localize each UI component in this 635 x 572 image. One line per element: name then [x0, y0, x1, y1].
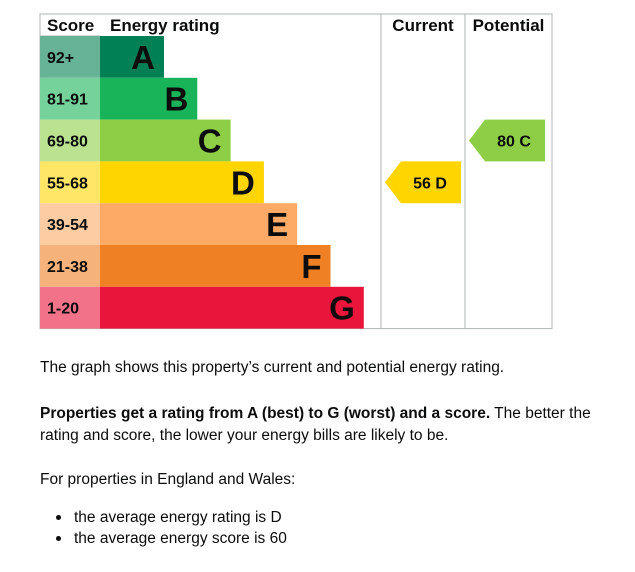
- score-cell: [40, 36, 100, 78]
- rating-letter: F: [301, 248, 321, 285]
- rating-letter: E: [266, 206, 288, 243]
- score-label: 39-54: [47, 217, 88, 234]
- rating-bar: [100, 286, 364, 329]
- potential-arrow: [469, 119, 545, 162]
- summary-text: The graph shows this property’s current …: [40, 359, 505, 376]
- region-intro-text: For properties in England and Wales:: [40, 471, 296, 488]
- score-cell: [40, 286, 100, 329]
- rating-bar: [100, 245, 331, 287]
- header-current: Current: [392, 16, 454, 35]
- list-item: the average energy score is 60: [40, 528, 287, 549]
- header-energy-rating: Energy rating: [110, 16, 220, 35]
- rating-bar: [100, 203, 298, 245]
- score-label: 1-20: [47, 301, 79, 318]
- current-arrow: [385, 161, 461, 204]
- rating-letter: C: [198, 123, 222, 160]
- rating-bar: [100, 36, 164, 78]
- list-item: the average energy rating is D: [40, 507, 287, 528]
- score-cell: [40, 119, 100, 162]
- rating-letter: B: [164, 81, 188, 118]
- score-cell: [40, 77, 100, 120]
- score-cell: [40, 245, 100, 287]
- energy-rating-chart: 92+ A81-91 B69-80 C55-68 D39-54 E21-38 F1-20 G …: [39, 13, 553, 330]
- current-rating-label: 56 D: [413, 175, 447, 192]
- score-label: 92+: [47, 50, 74, 67]
- rating-letter: A: [131, 39, 155, 76]
- rating-explanation-rest: The better the rating and score, the low…: [40, 405, 591, 444]
- header-potential: Potential: [473, 16, 545, 35]
- header-score: Score: [47, 16, 94, 35]
- rating-bar: [100, 161, 264, 204]
- score-cell: [40, 203, 100, 245]
- rating-bar: [100, 77, 198, 120]
- rating-explanation: Properties get a rating from A (best) to…: [40, 403, 600, 447]
- potential-rating-label: 80 C: [497, 134, 531, 151]
- score-label: 69-80: [47, 134, 88, 151]
- chart-summary: The graph shows this property’s current …: [40, 357, 600, 379]
- average-list: the average energy rating is D the avera…: [40, 507, 287, 549]
- score-cell: [40, 161, 100, 204]
- rating-explanation-bold: Properties get a rating from A (best) to…: [40, 405, 491, 422]
- score-label: 21-38: [47, 259, 88, 276]
- score-label: 55-68: [47, 175, 88, 192]
- rating-explanation-text: Properties get a rating from A (best) to…: [40, 403, 600, 447]
- rating-letter: D: [231, 164, 255, 201]
- region-intro: For properties in England and Wales:: [40, 469, 600, 491]
- rating-letter: G: [329, 290, 355, 327]
- score-label: 81-91: [47, 92, 88, 109]
- rating-bar: [100, 119, 231, 162]
